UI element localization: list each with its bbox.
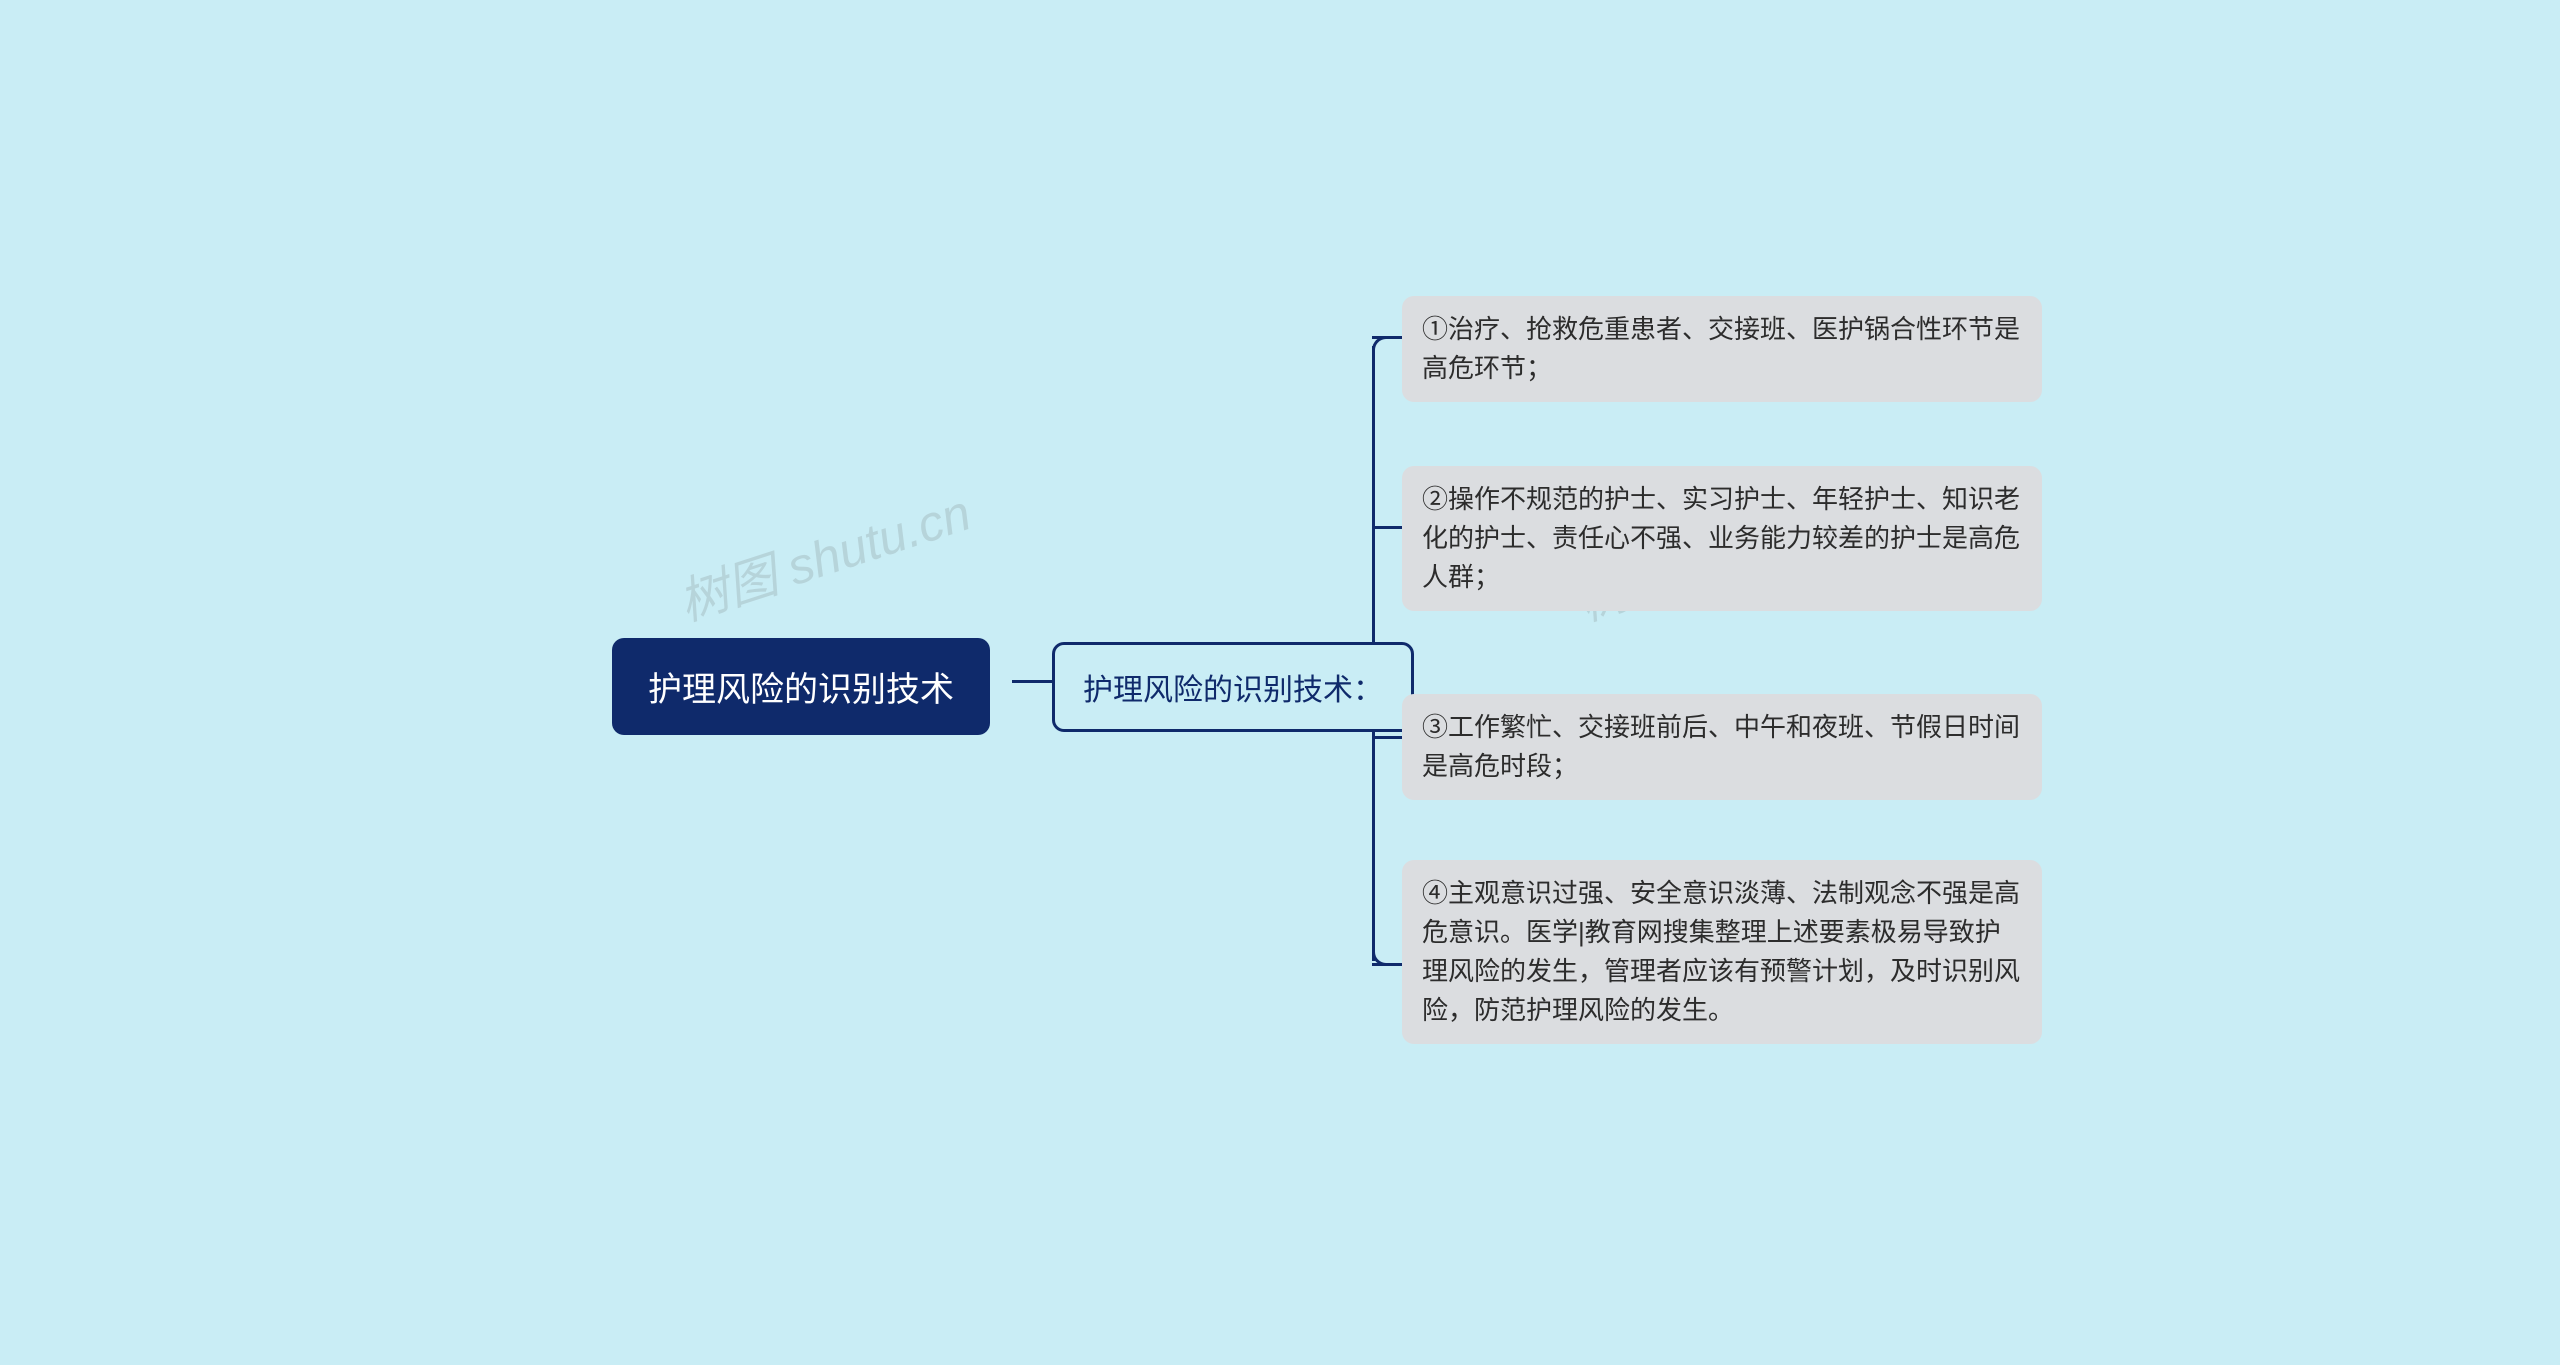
bracket-top-curve [1372, 336, 1402, 356]
leaf-text: ①治疗、抢救危重患者、交接班、医护锅合性环节是高危环节； [1422, 314, 2020, 383]
level2-node[interactable]: 护理风险的识别技术： [1052, 642, 1414, 732]
leaf-node-1[interactable]: ①治疗、抢救危重患者、交接班、医护锅合性环节是高危环节； [1402, 296, 2042, 402]
leaf-text: ②操作不规范的护士、实习护士、年轻护士、知识老化的护士、责任心不强、业务能力较差… [1422, 484, 2020, 592]
connector-root-l2 [1012, 680, 1052, 683]
root-label: 护理风险的识别技术 [648, 671, 954, 709]
watermark-1: 树图 shutu.cn [668, 472, 978, 634]
branch-leaf-4 [1372, 963, 1402, 966]
level2-label: 护理风险的识别技术： [1083, 674, 1383, 707]
leaf-node-4[interactable]: ④主观意识过强、安全意识淡薄、法制观念不强是高危意识。医学|教育网搜集整理上述要… [1402, 860, 2042, 1044]
leaf-node-3[interactable]: ③工作繁忙、交接班前后、中午和夜班、节假日时间是高危时段； [1402, 694, 2042, 800]
leaf-text: ③工作繁忙、交接班前后、中午和夜班、节假日时间是高危时段； [1422, 712, 2020, 781]
leaf-text: ④主观意识过强、安全意识淡薄、法制观念不强是高危意识。医学|教育网搜集整理上述要… [1422, 878, 2020, 1025]
root-node[interactable]: 护理风险的识别技术 [612, 638, 990, 735]
branch-leaf-3 [1372, 736, 1402, 739]
mindmap-canvas: 树图 shutu.cn 树图 shutu.cn 护理风险的识别技术 护理风险的识… [512, 288, 2048, 1078]
branch-leaf-1 [1372, 336, 1402, 339]
leaf-node-2[interactable]: ②操作不规范的护士、实习护士、年轻护士、知识老化的护士、责任心不强、业务能力较差… [1402, 466, 2042, 611]
branch-leaf-2 [1372, 526, 1402, 529]
